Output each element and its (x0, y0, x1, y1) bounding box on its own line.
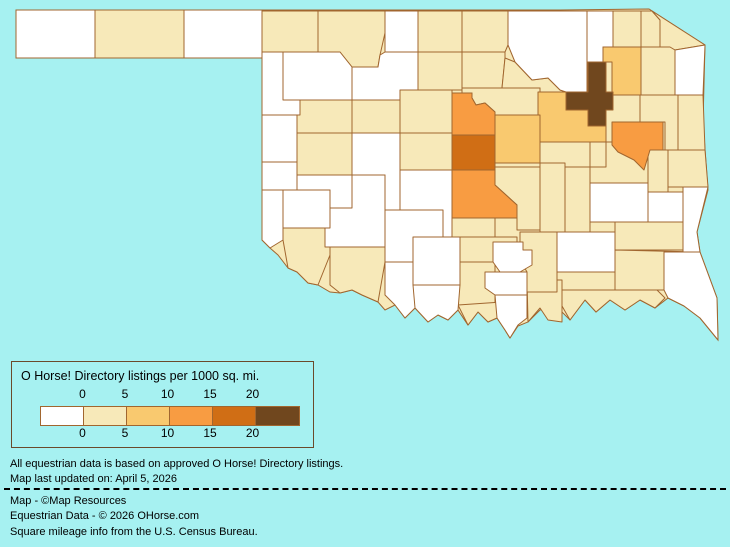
legend-tick-label: 0 (79, 387, 86, 401)
legend-tick-label: 5 (121, 387, 129, 401)
county-polygon-40[interactable] (384, 10, 419, 53)
census-credit-text: Square mileage info from the U.S. Census… (10, 526, 258, 538)
county-polygon-73[interactable] (451, 134, 496, 171)
county-polygon-58[interactable] (412, 284, 461, 323)
county-polygon-62[interactable] (556, 231, 616, 273)
legend: O Horse! Directory listings per 1000 sq.… (11, 361, 314, 448)
county-polygon-64[interactable] (647, 191, 684, 223)
legend-tick-label: 15 (203, 387, 217, 401)
county-polygon-0[interactable] (94, 9, 185, 59)
legend-tick-label: 20 (245, 426, 260, 440)
county-polygon-51[interactable] (282, 189, 331, 229)
county-polygon-61[interactable] (494, 294, 528, 339)
county-polygon-74[interactable] (565, 61, 614, 127)
county-polygon-72[interactable] (611, 121, 664, 171)
county-polygon-53[interactable] (324, 174, 386, 248)
county-polygon-65[interactable] (682, 186, 709, 253)
county-polygon-16[interactable] (296, 132, 353, 176)
county-polygon-47[interactable] (261, 114, 298, 163)
county-polygon-23[interactable] (667, 149, 709, 188)
county-polygon-26[interactable] (564, 166, 591, 233)
county-polygon-63[interactable] (589, 182, 649, 223)
county-polygon-39[interactable] (183, 9, 263, 59)
legend-ticks-top: 0 5 10 15 20 (12, 387, 313, 401)
county-polygon-10[interactable] (461, 51, 506, 89)
legend-swatch-3 (170, 407, 213, 425)
county-polygon-4[interactable] (461, 10, 509, 53)
county-polygon-25[interactable] (539, 162, 566, 233)
legend-tick-label: 5 (121, 426, 129, 440)
county-polygon-37[interactable] (561, 289, 666, 321)
county-polygon-59[interactable] (492, 241, 533, 273)
data-disclaimer-text: All equestrian data is based on approved… (10, 458, 344, 470)
county-polygon-38[interactable] (15, 9, 96, 59)
county-polygon-5[interactable] (612, 10, 642, 48)
legend-title: O Horse! Directory listings per 1000 sq.… (21, 369, 260, 383)
legend-swatch-0 (41, 407, 84, 425)
county-polygon-8[interactable] (640, 46, 676, 96)
county-polygon-44[interactable] (282, 51, 353, 101)
oklahoma-choropleth-map (15, 8, 719, 342)
county-polygon-66[interactable] (663, 251, 719, 341)
county-polygon-7[interactable] (651, 10, 706, 51)
legend-color-ramp (40, 406, 300, 426)
county-polygon-50[interactable] (261, 161, 298, 191)
legend-swatch-1 (84, 407, 127, 425)
legend-tick-label: 10 (160, 387, 175, 401)
county-polygon-52[interactable] (261, 189, 284, 249)
legend-tick-label: 15 (203, 426, 217, 440)
county-polygon-1[interactable] (261, 10, 319, 53)
county-polygon-46[interactable] (351, 51, 419, 101)
county-polygon-60[interactable] (484, 271, 528, 296)
county-polygon-29[interactable] (451, 217, 496, 238)
county-polygon-69[interactable] (494, 114, 541, 164)
legend-ticks-bottom: 0 5 10 15 20 (12, 426, 313, 440)
county-polygon-9[interactable] (417, 51, 463, 91)
equestrian-data-credit-text: Equestrian Data - © 2026 OHorse.com (10, 510, 200, 522)
legend-swatch-2 (127, 407, 170, 425)
county-polygon-3[interactable] (417, 10, 463, 53)
county-polygon-21[interactable] (677, 94, 706, 151)
county-polygon-17[interactable] (399, 132, 453, 171)
legend-swatch-4 (213, 407, 256, 425)
county-polygon-57[interactable] (412, 236, 461, 286)
last-updated-text: Map last updated on: April 5, 2026 (10, 473, 177, 485)
legend-tick-label: 20 (245, 387, 260, 401)
county-polygon-13[interactable] (296, 99, 353, 134)
county-polygon-15[interactable] (399, 89, 453, 134)
county-polygon-28[interactable] (329, 246, 386, 303)
legend-swatch-5 (256, 407, 299, 425)
county-polygon-22[interactable] (647, 149, 669, 193)
legend-tick-label: 10 (160, 426, 175, 440)
county-polygon-14[interactable] (351, 99, 401, 134)
legend-tick-label: 0 (79, 426, 86, 440)
county-polygon-35[interactable] (614, 221, 684, 251)
dashed-divider (4, 488, 726, 490)
map-credit-text: Map - ©Map Resources (10, 495, 127, 507)
county-polygon-43[interactable] (674, 44, 706, 96)
